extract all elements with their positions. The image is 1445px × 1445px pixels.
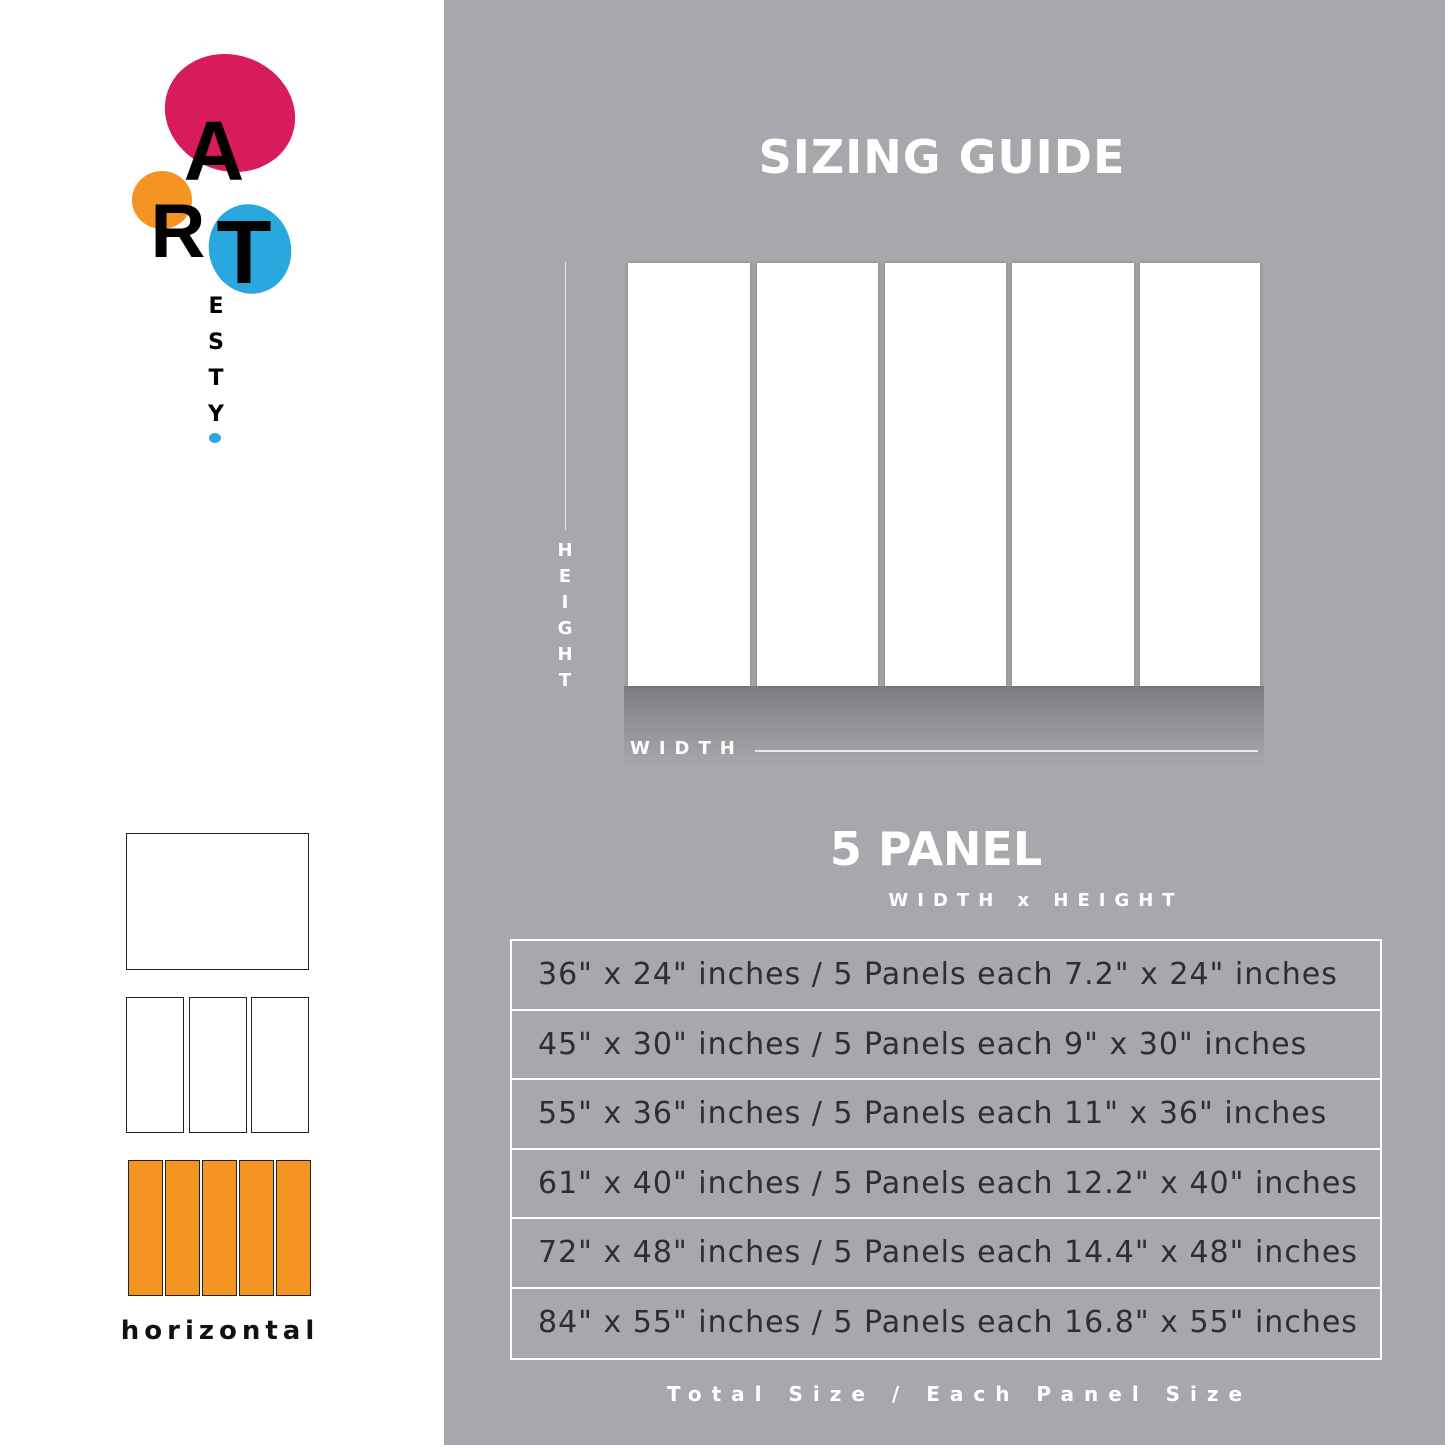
three-panel-option-2[interactable] — [189, 997, 247, 1133]
size-row: 55" x 36" inches / 5 Panels each 11" x 3… — [512, 1080, 1380, 1150]
size-row: 61" x 40" inches / 5 Panels each 12.2" x… — [512, 1150, 1380, 1219]
five-panel-option-2[interactable] — [165, 1160, 200, 1296]
single-panel-option[interactable] — [126, 833, 309, 970]
height-letter: H — [557, 644, 573, 665]
height-letter: I — [561, 592, 569, 613]
height-letter: H — [557, 540, 573, 561]
size-row: 72" x 48" inches / 5 Panels each 14.4" x… — [512, 1219, 1380, 1289]
height-letter: E — [558, 566, 572, 587]
section-title: 5 PANEL — [829, 822, 1043, 876]
three-panel-option-3[interactable] — [251, 997, 309, 1133]
five-panel-option-5[interactable] — [276, 1160, 311, 1296]
size-row: 45" x 30" inches / 5 Panels each 9" x 30… — [512, 1011, 1380, 1080]
canvas-panel-4 — [1012, 263, 1134, 686]
size-row: 36" x 24" inches / 5 Panels each 7.2" x … — [512, 941, 1380, 1011]
svg-text:A: A — [184, 104, 245, 198]
svg-text:T: T — [208, 366, 223, 391]
page-title: SIZING GUIDE — [758, 130, 1126, 184]
width-line — [755, 750, 1258, 752]
five-panel-option-1[interactable] — [128, 1160, 163, 1296]
three-panel-option-1[interactable] — [126, 997, 184, 1133]
width-label: WIDTH — [630, 738, 744, 759]
canvas-panel-1 — [628, 263, 750, 686]
svg-text:Y: Y — [207, 402, 225, 427]
five-panel-option-4[interactable] — [239, 1160, 274, 1296]
height-letter: G — [557, 618, 573, 639]
canvas-panel-5 — [1140, 263, 1260, 686]
art-esty-logo: A R T E S T Y — [132, 54, 296, 443]
height-letter: T — [558, 670, 572, 691]
panel-reflection — [624, 686, 1264, 766]
svg-text:E: E — [208, 294, 223, 319]
size-row: 84" x 55" inches / 5 Panels each 16.8" x… — [538, 1304, 1358, 1340]
layout-label: horizontal — [120, 1316, 320, 1346]
table-footer: Total Size / Each Panel Size — [666, 1382, 1253, 1406]
sizes-table: 36" x 24" inches / 5 Panels each 7.2" x … — [510, 939, 1382, 1360]
canvas-panel-2 — [757, 263, 878, 686]
svg-text:T: T — [217, 203, 272, 303]
svg-text:S: S — [208, 330, 224, 355]
svg-text:R: R — [151, 189, 206, 274]
section-subtitle: WIDTH x HEIGHT — [888, 890, 1184, 911]
five-panel-option-3[interactable] — [202, 1160, 237, 1296]
height-line — [565, 262, 566, 530]
canvas-panel-3 — [885, 263, 1006, 686]
